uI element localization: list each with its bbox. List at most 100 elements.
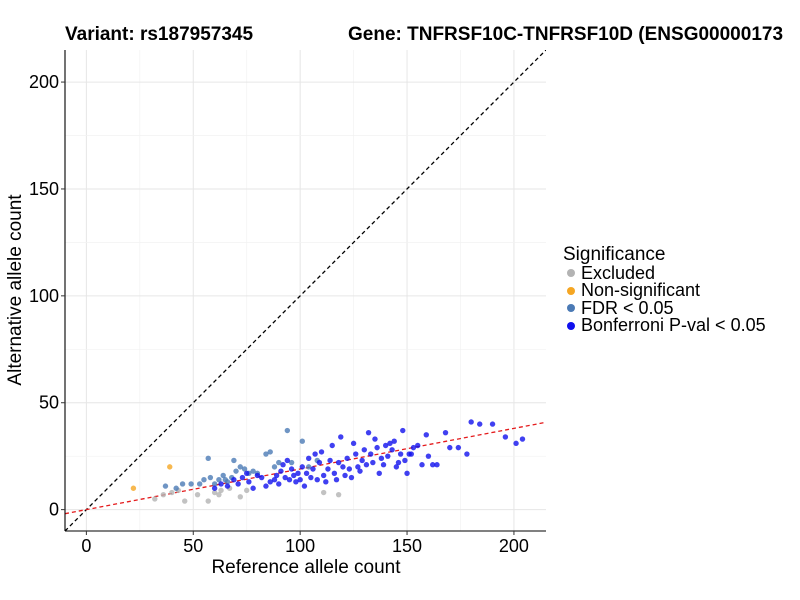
data-point <box>216 476 222 483</box>
x-tick-label: 150 <box>392 536 422 556</box>
data-point <box>244 487 250 494</box>
data-point <box>293 479 299 485</box>
data-point <box>442 429 449 436</box>
grid-lines <box>65 50 546 531</box>
data-point <box>284 427 291 434</box>
legend: Significance Excluded Non-significant FD… <box>563 244 766 335</box>
data-point <box>205 498 211 504</box>
data-point <box>194 491 201 498</box>
data-point <box>395 459 402 466</box>
data-point <box>263 483 269 489</box>
data-point <box>267 449 273 455</box>
data-point <box>182 498 188 504</box>
data-point <box>402 457 408 464</box>
legend-label-non-significant: Non-significant <box>581 280 701 300</box>
y-tick-label: 0 <box>49 500 59 520</box>
y-tick-label: 50 <box>39 393 59 413</box>
data-point <box>196 481 203 487</box>
data-point <box>250 485 256 491</box>
legend-item-bonferroni: Bonferroni P-val < 0.05 <box>563 315 766 335</box>
data-point <box>464 451 470 457</box>
data-point <box>207 474 214 481</box>
data-point <box>295 470 301 476</box>
data-point <box>338 434 344 440</box>
legend-swatch-fdr <box>567 304 575 313</box>
legend-swatch-non-significant <box>567 286 575 295</box>
data-point <box>306 464 312 470</box>
data-point <box>211 489 218 496</box>
data-point <box>310 466 316 472</box>
data-point <box>397 451 404 457</box>
data-point <box>237 464 243 470</box>
legend-label-bonferroni: Bonferroni P-val < 0.05 <box>581 315 766 335</box>
data-point <box>280 462 286 468</box>
data-point <box>374 444 380 451</box>
tick-labels: 0 50 100 150 200 0 50 100 150 200 <box>29 72 529 556</box>
data-point <box>447 444 453 451</box>
data-point <box>233 468 239 474</box>
data-point <box>425 453 432 459</box>
data-point <box>378 455 385 462</box>
data-point <box>306 455 312 462</box>
data-point <box>308 474 314 481</box>
data-point <box>385 453 391 459</box>
data-point <box>419 462 425 468</box>
data-point <box>477 421 483 427</box>
data-point <box>372 436 378 442</box>
data-point <box>361 447 367 453</box>
legend-item-excluded: Excluded <box>563 262 766 283</box>
data-point <box>391 438 397 444</box>
data-point <box>201 476 207 483</box>
data-point <box>303 470 310 476</box>
data-point <box>346 466 353 472</box>
data-point <box>318 449 325 455</box>
data-point <box>244 470 250 476</box>
data-point <box>410 444 417 451</box>
data-point <box>246 479 252 485</box>
legend-label-excluded: Excluded <box>581 262 656 283</box>
data-point <box>284 457 291 464</box>
data-point <box>220 472 226 479</box>
data-point <box>291 472 297 479</box>
data-point <box>342 472 348 479</box>
data-point <box>152 496 158 502</box>
x-tick-label: 100 <box>285 536 315 556</box>
reference-lines <box>65 50 546 531</box>
data-point <box>211 481 218 487</box>
data-point <box>299 464 305 470</box>
x-tick-label: 50 <box>183 536 203 556</box>
data-point <box>320 489 327 496</box>
legend-title: Significance <box>563 244 666 265</box>
legend-label-fdr: FDR < 0.05 <box>581 297 674 318</box>
data-point <box>340 464 346 470</box>
data-point <box>271 476 278 483</box>
data-point <box>276 481 282 487</box>
data-point <box>218 487 224 494</box>
data-point <box>263 451 269 457</box>
data-point <box>218 481 224 487</box>
data-point <box>323 479 329 485</box>
data-point <box>167 464 173 470</box>
y-tick-label: 200 <box>29 72 59 92</box>
data-point <box>271 464 278 470</box>
data-point <box>519 436 526 442</box>
data-point <box>254 472 261 479</box>
data-point <box>455 444 462 451</box>
legend-item-fdr: FDR < 0.05 <box>563 297 766 318</box>
data-point <box>387 440 393 447</box>
data-point <box>250 468 256 474</box>
data-point <box>239 474 246 481</box>
series-3 <box>211 419 526 491</box>
data-point <box>376 470 382 476</box>
data-point <box>216 491 222 498</box>
data-point <box>297 476 303 483</box>
x-axis-label: Reference allele count <box>211 557 401 578</box>
identity-line <box>65 50 546 531</box>
data-point <box>404 470 410 476</box>
data-point <box>162 483 169 489</box>
data-point <box>344 455 350 462</box>
data-point <box>468 419 474 425</box>
data-point <box>429 462 436 468</box>
legend-swatch-excluded <box>567 269 575 278</box>
